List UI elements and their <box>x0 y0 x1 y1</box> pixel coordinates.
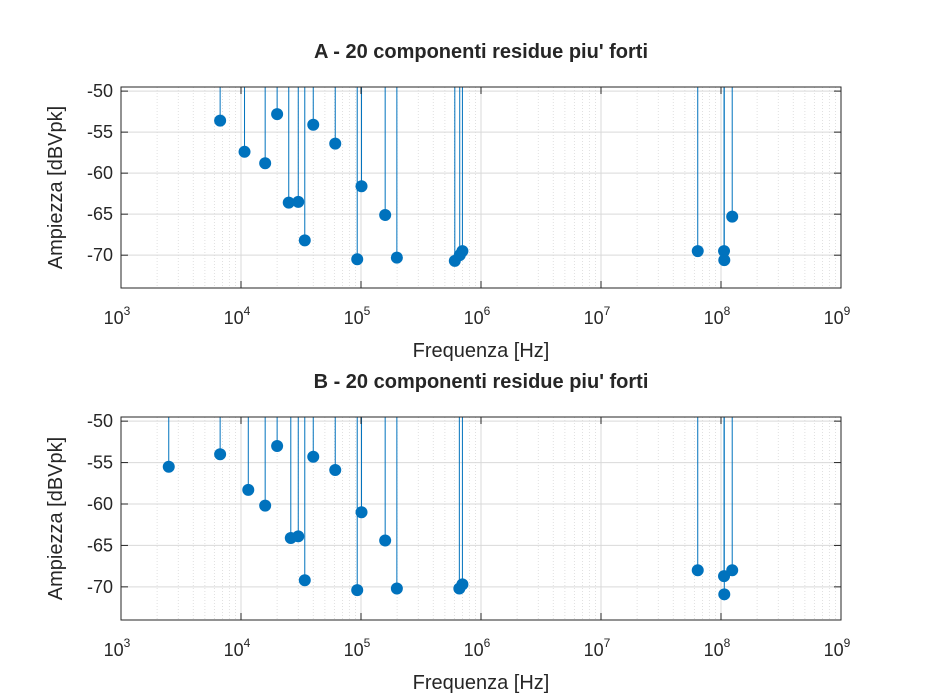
x-tick-base: 10 <box>824 308 844 328</box>
data-point <box>390 251 403 264</box>
y-tick-label: -60 <box>87 163 113 183</box>
y-tick-label: -55 <box>87 453 113 473</box>
x-tick-exponent: 7 <box>604 304 611 318</box>
data-point <box>214 114 227 127</box>
data-point <box>351 584 364 597</box>
x-tick-exponent: 3 <box>124 636 131 650</box>
x-axis-label: Frequenza [Hz] <box>413 672 550 694</box>
x-tick-label: 107 <box>584 636 611 660</box>
data-point <box>259 499 272 512</box>
chart-title: B - 20 componenti residue piu' forti <box>314 371 649 393</box>
x-tick-base: 10 <box>464 640 484 660</box>
data-point <box>282 196 295 209</box>
data-point <box>456 245 469 258</box>
data-point <box>718 245 731 258</box>
data-point <box>691 564 704 577</box>
x-tick-exponent: 4 <box>244 304 251 318</box>
data-point <box>292 195 305 208</box>
y-tick-label: -70 <box>87 245 113 265</box>
data-point <box>355 506 368 519</box>
data-point <box>307 118 320 131</box>
x-tick-label: 104 <box>224 636 251 660</box>
x-tick-base: 10 <box>104 640 124 660</box>
y-axis-label: Ampiezza [dBVpk] <box>45 437 67 600</box>
y-tick-label: -55 <box>87 122 113 142</box>
data-point <box>259 157 272 170</box>
x-tick-base: 10 <box>104 308 124 328</box>
x-tick-exponent: 8 <box>724 636 731 650</box>
x-tick-label: 106 <box>464 636 491 660</box>
x-tick-label: 105 <box>344 636 371 660</box>
x-tick-base: 10 <box>344 308 364 328</box>
x-tick-exponent: 9 <box>844 304 851 318</box>
x-tick-label: 103 <box>104 304 131 328</box>
y-tick-label: -60 <box>87 494 113 514</box>
x-tick-exponent: 5 <box>364 636 371 650</box>
y-tick-label: -65 <box>87 535 113 555</box>
y-tick-label: -50 <box>87 411 113 431</box>
x-tick-exponent: 4 <box>244 636 251 650</box>
data-point <box>214 448 227 461</box>
x-tick-label: 109 <box>824 304 851 328</box>
x-tick-exponent: 6 <box>484 304 491 318</box>
x-tick-label: 108 <box>704 636 731 660</box>
x-tick-label: 108 <box>704 304 731 328</box>
data-point <box>726 210 739 223</box>
x-tick-base: 10 <box>704 640 724 660</box>
data-point <box>390 582 403 595</box>
data-point <box>329 464 342 477</box>
data-point <box>307 450 320 463</box>
x-tick-exponent: 9 <box>844 636 851 650</box>
x-tick-base: 10 <box>824 640 844 660</box>
data-point <box>242 483 255 496</box>
x-tick-exponent: 5 <box>364 304 371 318</box>
x-tick-base: 10 <box>584 308 604 328</box>
y-axis-label: Ampiezza [dBVpk] <box>45 106 67 269</box>
y-tick-label: -65 <box>87 204 113 224</box>
x-tick-base: 10 <box>584 640 604 660</box>
x-tick-label: 107 <box>584 304 611 328</box>
x-tick-exponent: 8 <box>724 304 731 318</box>
x-tick-label: 104 <box>224 304 251 328</box>
data-point <box>298 234 311 247</box>
x-tick-exponent: 3 <box>124 304 131 318</box>
x-tick-base: 10 <box>224 640 244 660</box>
data-point <box>456 578 469 591</box>
data-point <box>718 588 731 601</box>
x-axis-label: Frequenza [Hz] <box>413 340 550 362</box>
data-point <box>271 108 284 121</box>
data-point <box>292 530 305 543</box>
x-tick-base: 10 <box>464 308 484 328</box>
x-tick-label: 103 <box>104 636 131 660</box>
x-tick-base: 10 <box>224 308 244 328</box>
y-tick-label: -50 <box>87 81 113 101</box>
data-point <box>271 440 284 452</box>
data-point <box>238 145 251 158</box>
data-point <box>691 245 704 258</box>
data-point <box>726 564 739 577</box>
data-point <box>351 253 364 266</box>
data-point <box>355 180 368 193</box>
x-tick-base: 10 <box>344 640 364 660</box>
x-tick-exponent: 7 <box>604 636 611 650</box>
data-point <box>298 574 311 587</box>
data-point <box>379 534 392 547</box>
x-tick-label: 109 <box>824 636 851 660</box>
chart-title: A - 20 componenti residue piu' forti <box>314 41 648 63</box>
data-point <box>162 460 175 473</box>
x-tick-label: 106 <box>464 304 491 328</box>
data-point <box>718 254 731 267</box>
data-point <box>379 208 392 221</box>
x-tick-base: 10 <box>704 308 724 328</box>
x-tick-label: 105 <box>344 304 371 328</box>
data-point <box>329 137 342 150</box>
y-tick-label: -70 <box>87 577 113 597</box>
x-tick-exponent: 6 <box>484 636 491 650</box>
